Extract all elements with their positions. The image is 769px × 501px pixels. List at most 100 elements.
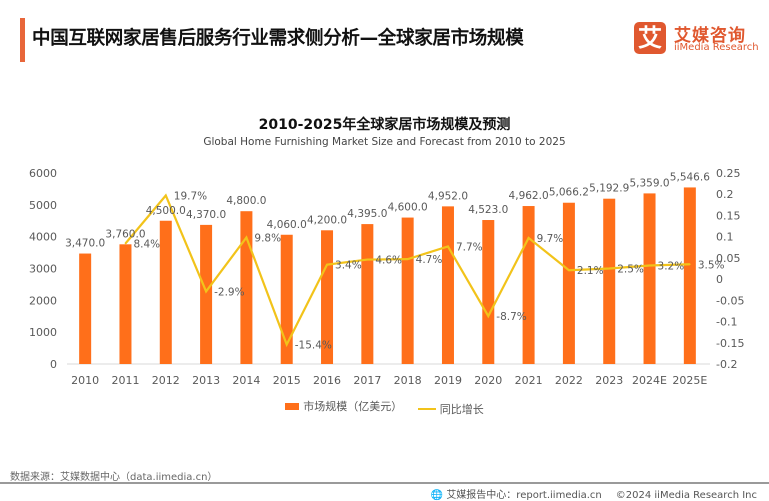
bar-value-label: 4,600.0 (388, 202, 428, 214)
growth-value-label: 7.7% (456, 241, 483, 253)
y-left-tick-label: 5000 (29, 199, 57, 212)
legend-line-swatch (417, 407, 436, 410)
bar-market-size (522, 206, 535, 364)
growth-point (285, 343, 288, 346)
bar-value-label: 5,359.0 (629, 177, 669, 189)
bar-market-size (119, 244, 132, 364)
bar-value-label: 4,962.0 (509, 190, 549, 202)
growth-value-label: 2.1% (577, 265, 604, 277)
growth-value-label: 19.7% (174, 190, 207, 202)
growth-point (366, 258, 369, 261)
growth-point (245, 236, 248, 239)
bar-market-size (441, 206, 454, 364)
chart-legend: 市场规模（亿美元） 同比增长 (0, 398, 769, 417)
legend-label-market-size: 市场规模（亿美元） (303, 400, 403, 413)
y-right-tick-label: -0.1 (716, 316, 737, 329)
bar-value-label: 3,470.0 (65, 238, 105, 250)
growth-value-label: 9.7% (537, 233, 564, 245)
growth-value-label: -2.9% (214, 286, 244, 298)
y-right-tick-label: -0.2 (716, 358, 737, 371)
y-left-tick-label: 3000 (29, 263, 57, 276)
bar-value-label: 5,066.2 (549, 187, 589, 199)
x-tick-label: 2014 (232, 374, 260, 387)
growth-value-label: -8.7% (496, 311, 526, 323)
x-tick-label: 2017 (353, 374, 381, 387)
y-right-tick-label: 0.25 (716, 167, 741, 180)
x-tick-label: 2022 (555, 374, 583, 387)
data-source-note: 数据来源：艾媒数据中心（data.iimedia.cn） (10, 472, 218, 483)
x-tick-label: 2023 (595, 374, 623, 387)
bar-market-size (361, 224, 374, 364)
y-right-tick-label: 0 (716, 273, 723, 286)
x-tick-label: 2011 (111, 374, 139, 387)
growth-value-label: 3.2% (658, 261, 685, 273)
x-tick-label: 2025E (672, 374, 707, 387)
x-tick-label: 2016 (313, 374, 341, 387)
x-tick-label: 2010 (71, 374, 99, 387)
growth-point (487, 315, 490, 317)
bar-value-label: 5,546.6 (670, 171, 710, 183)
growth-value-label: -15.4% (295, 339, 332, 351)
bar-value-label: 4,523.0 (468, 204, 508, 216)
title-accent-bar (20, 18, 25, 62)
y-left-tick-label: 2000 (29, 294, 57, 307)
copyright: ©2024 iiMedia Research Inc (615, 490, 757, 501)
chart-subtitle: Global Home Furnishing Market Size and F… (203, 136, 566, 148)
y-right-tick-label: 0.2 (716, 188, 734, 201)
legend-item-growth: 同比增长 (417, 401, 484, 417)
bar-market-size (79, 253, 92, 364)
bar-market-size (603, 198, 616, 364)
y-left-tick-label: 0 (50, 358, 57, 371)
x-tick-label: 2012 (152, 374, 180, 387)
x-tick-label: 2021 (515, 374, 543, 387)
bar-market-size (482, 220, 495, 364)
y-right-tick-label: 0.05 (716, 252, 741, 265)
growth-point (164, 194, 167, 197)
logo-text-cn: 艾媒咨询 (674, 26, 746, 46)
legend-label-growth: 同比增长 (439, 402, 484, 416)
growth-value-label: 9.8% (254, 233, 281, 245)
bar-value-label: 4,395.0 (347, 208, 387, 220)
page-title: 中国互联网家居售后服务行业需求侧分析—全球家居市场规模 (32, 28, 524, 49)
bar-value-label: 3,760.0 (105, 228, 145, 240)
y-right-tick-label: -0.15 (716, 337, 744, 350)
bar-value-label: 4,200.0 (307, 214, 347, 226)
growth-point (689, 263, 691, 266)
x-tick-label: 2019 (434, 374, 462, 387)
bar-market-size (200, 224, 213, 364)
growth-point (447, 245, 449, 248)
growth-point (205, 290, 207, 293)
growth-point (326, 263, 328, 266)
growth-point (608, 267, 611, 270)
bar-value-label: 4,800.0 (226, 195, 266, 207)
bar-value-label: 4,500.0 (146, 205, 186, 217)
growth-point (648, 264, 651, 267)
y-right-tick-label: 0.15 (716, 209, 741, 222)
bar-value-label: 4,060.0 (267, 219, 307, 231)
growth-value-label: 4.7% (416, 254, 443, 266)
bar-market-size (643, 193, 656, 364)
x-tick-label: 2013 (192, 374, 220, 387)
globe-icon: 🌐 (430, 490, 444, 501)
logo-text-en: iiMedia Research (674, 42, 759, 53)
iimedia-logo-icon: 艾 (634, 22, 666, 54)
bar-market-size (240, 211, 253, 364)
y-left-tick-label: 4000 (29, 231, 57, 244)
bar-market-size (159, 220, 172, 364)
bar-value-label: 4,370.0 (186, 209, 226, 221)
growth-value-label: 2.5% (617, 264, 644, 276)
growth-value-label: 4.6% (375, 255, 402, 267)
growth-value-label: 3.4% (335, 260, 362, 272)
x-tick-label: 2020 (474, 374, 502, 387)
y-right-tick-label: -0.05 (716, 294, 744, 307)
bar-value-label: 4,952.0 (428, 190, 468, 202)
bar-market-size (280, 234, 293, 364)
footer-divider (0, 482, 769, 484)
report-center-link[interactable]: 艾媒报告中心：report.iimedia.cn (446, 490, 602, 501)
y-left-tick-label: 1000 (29, 326, 57, 339)
x-tick-label: 2015 (273, 374, 301, 387)
growth-point (527, 237, 530, 239)
footer: 🌐 艾媒报告中心：report.iimedia.cn ©2024 iiMedia R… (431, 486, 757, 501)
bar-market-size (401, 217, 414, 364)
